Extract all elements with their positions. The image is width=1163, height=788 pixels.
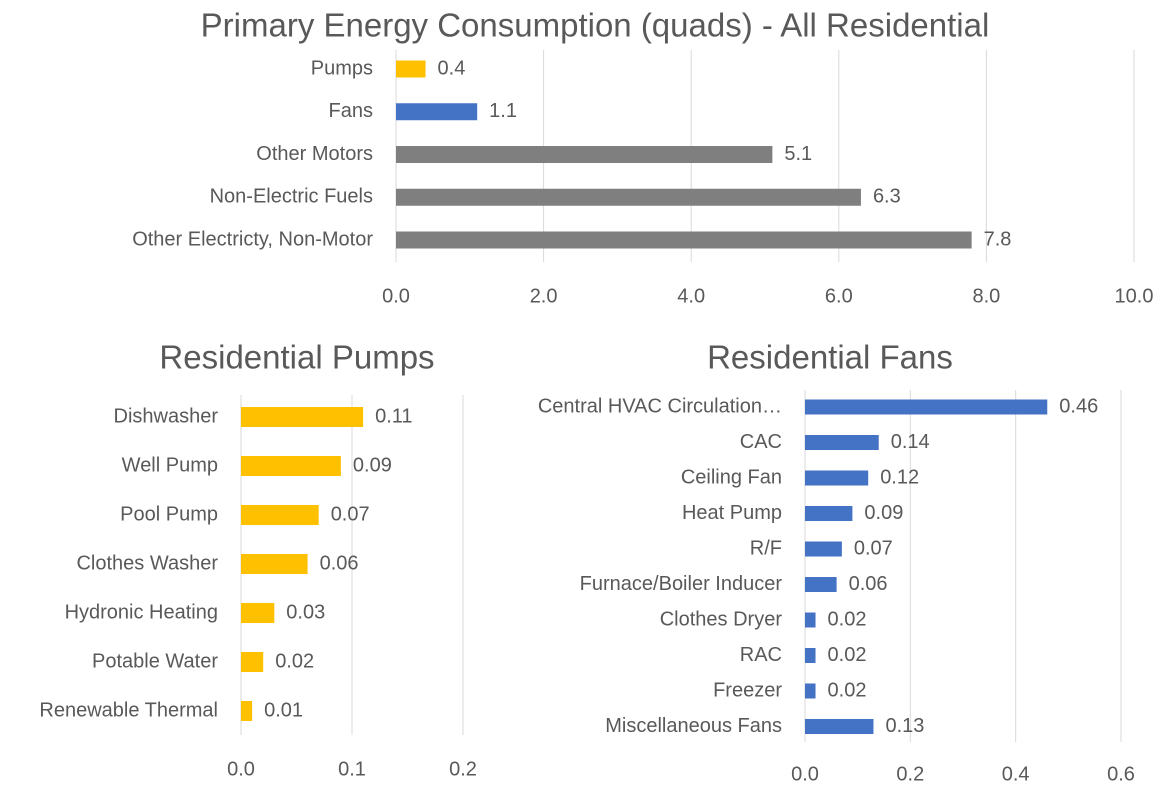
data-label: 0.01	[264, 699, 303, 721]
category-label: Hydronic Heating	[65, 601, 218, 623]
category-label: Fans	[329, 100, 373, 122]
x-tick-label: 4.0	[677, 285, 705, 307]
data-label: 7.8	[984, 228, 1012, 250]
data-label: 0.06	[320, 552, 359, 574]
bar	[396, 231, 972, 249]
bar	[396, 188, 861, 206]
data-label: 0.02	[275, 650, 314, 672]
category-label: Furnace/Boiler Inducer	[580, 573, 783, 595]
data-label: 0.02	[828, 679, 867, 701]
category-label: Pumps	[311, 57, 373, 79]
chart-title: Residential Pumps	[159, 339, 434, 376]
bar	[241, 603, 275, 623]
category-label: CAC	[740, 431, 782, 453]
x-tick-label: 0.2	[449, 758, 477, 780]
x-tick-label: 8.0	[972, 285, 1000, 307]
bar	[241, 456, 341, 476]
x-tick-label: 0.2	[896, 763, 924, 785]
data-label: 0.03	[286, 601, 325, 623]
data-label: 0.46	[1059, 395, 1098, 417]
bar	[396, 103, 478, 121]
bar	[805, 612, 816, 628]
x-tick-label: 0.4	[1002, 763, 1030, 785]
bar	[241, 652, 264, 672]
bar	[241, 407, 364, 427]
category-label: RAC	[740, 644, 782, 666]
category-label: Miscellaneous Fans	[605, 715, 782, 737]
x-tick-label: 0.0	[791, 763, 819, 785]
category-label: Other Motors	[256, 143, 373, 165]
bar	[241, 701, 253, 721]
bar	[396, 60, 426, 78]
data-label: 0.14	[891, 431, 930, 453]
bar	[805, 435, 879, 450]
category-label: Heat Pump	[682, 502, 782, 524]
data-label: 0.11	[375, 405, 412, 427]
x-tick-label: 0.0	[382, 285, 410, 307]
data-label: 0.09	[353, 454, 392, 476]
data-label: 1.1	[489, 100, 517, 122]
category-label: Clothes Dryer	[660, 608, 783, 630]
bar	[805, 541, 842, 557]
x-tick-label: 0.0	[227, 758, 255, 780]
chart-title: Primary Energy Consumption (quads) - All…	[201, 7, 990, 44]
bar	[805, 719, 874, 734]
bar	[805, 683, 816, 699]
data-label: 0.06	[849, 573, 888, 595]
data-label: 5.1	[784, 143, 812, 165]
bar	[241, 554, 308, 574]
x-tick-label: 10.0	[1115, 285, 1154, 307]
x-tick-label: 0.6	[1107, 763, 1135, 785]
data-label: 0.12	[880, 466, 919, 488]
category-label: Renewable Thermal	[39, 699, 218, 721]
data-label: 0.07	[331, 503, 370, 525]
bar	[805, 648, 816, 663]
category-label: Well Pump	[122, 454, 218, 476]
data-label: 0.02	[828, 608, 867, 630]
category-label: Non-Electric Fuels	[210, 186, 373, 208]
x-tick-label: 6.0	[825, 285, 853, 307]
bar	[805, 506, 853, 521]
category-label: Freezer	[713, 679, 782, 701]
bar	[241, 505, 319, 525]
data-label: 0.09	[864, 502, 903, 524]
chart-title: Residential Fans	[707, 339, 953, 376]
bar	[396, 146, 773, 163]
category-label: Potable Water	[92, 650, 218, 672]
category-label: Clothes Washer	[76, 552, 218, 574]
data-label: 0.07	[854, 537, 893, 559]
category-label: Dishwasher	[114, 405, 219, 427]
data-label: 6.3	[873, 186, 901, 208]
category-label: Other Electricty, Non-Motor	[132, 228, 373, 250]
category-label: Pool Pump	[120, 503, 218, 525]
data-label: 0.4	[438, 57, 466, 79]
bar	[805, 470, 869, 486]
bar	[805, 577, 837, 592]
x-tick-label: 2.0	[530, 285, 558, 307]
bar	[805, 399, 1048, 415]
category-label: R/F	[750, 537, 782, 559]
data-label: 0.02	[828, 644, 867, 666]
category-label: Central HVAC Circulation…	[538, 395, 782, 417]
category-label: Ceiling Fan	[681, 466, 782, 488]
x-tick-label: 0.1	[338, 758, 366, 780]
data-label: 0.13	[885, 715, 924, 737]
